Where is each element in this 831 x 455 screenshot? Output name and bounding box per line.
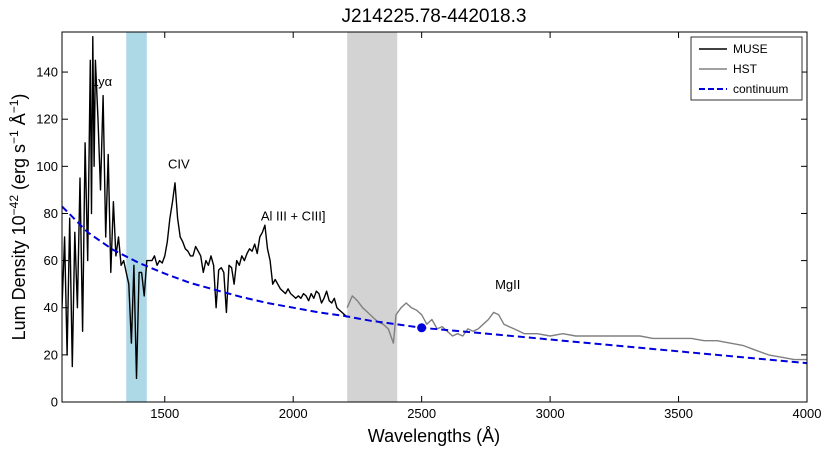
legend-label: MUSE [733, 42, 768, 56]
shaded-region-2 [347, 32, 398, 402]
shaded-regions [126, 32, 398, 402]
y-tick-label: 20 [44, 347, 58, 362]
series-layer [62, 36, 807, 380]
x-tick-label: 2500 [407, 406, 436, 421]
x-tick-label: 4000 [793, 406, 822, 421]
y-tick-label: 80 [44, 206, 58, 221]
line-annotation: Lyα [91, 74, 112, 89]
continuum-marker [417, 323, 427, 333]
y-tick-label: 60 [44, 253, 58, 268]
x-tick-label: 3500 [664, 406, 693, 421]
shaded-region-1 [126, 32, 147, 402]
line-annotation: Al III + CIII] [261, 209, 326, 224]
x-tick-label: 2000 [279, 406, 308, 421]
legend-label: continuum [733, 82, 788, 96]
axis-ticks: 1500 2000 2500 3000 3500 4000 0 20 40 60 80 100 120 1… [36, 32, 821, 421]
series-muse [62, 36, 348, 380]
line-annotation: CIV [168, 157, 190, 172]
y-tick-label: 0 [51, 395, 58, 410]
x-tick-label: 3000 [536, 406, 565, 421]
y-tick-label: 140 [36, 65, 58, 80]
line-annotation: MgII [495, 277, 520, 292]
series-hst [346, 295, 807, 361]
y-tick-label: 40 [44, 300, 58, 315]
legend-label: HST [733, 62, 758, 76]
plot-frame [61, 31, 808, 403]
y-tick-label: 120 [36, 112, 58, 127]
y-tick-label: 100 [36, 159, 58, 174]
legend: MUSE HST continuum [690, 36, 803, 101]
annotations: Lyα CIV Al III + CIII] MgII [91, 74, 520, 292]
x-axis-label: Wavelengths (Å) [368, 426, 500, 446]
series-continuum [62, 205, 807, 365]
y-axis-label: Lum Density 10−42 (erg s−1 Å−1) [7, 94, 29, 341]
chart-title: J214225.78-442018.3 [342, 6, 527, 27]
x-tick-label: 1500 [150, 406, 179, 421]
